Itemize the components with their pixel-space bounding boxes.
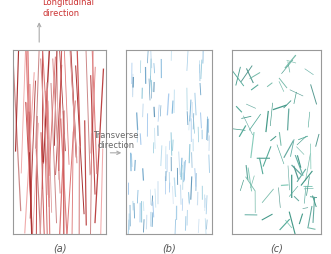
Text: Longitudinal
direction: Longitudinal direction <box>42 0 94 18</box>
Text: (b): (b) <box>162 243 176 253</box>
Text: (c): (c) <box>270 243 283 253</box>
Text: Transverse
direction: Transverse direction <box>93 130 139 149</box>
Text: (a): (a) <box>53 243 66 253</box>
